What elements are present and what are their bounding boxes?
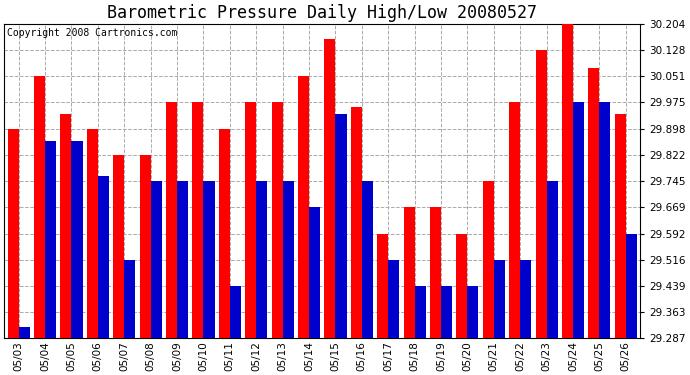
Bar xyxy=(483,181,494,338)
Bar xyxy=(166,102,177,338)
Bar xyxy=(600,102,611,338)
Bar xyxy=(388,260,400,338)
Bar xyxy=(8,129,19,338)
Bar xyxy=(72,141,83,338)
Bar xyxy=(34,76,45,338)
Bar xyxy=(377,234,388,338)
Bar xyxy=(45,141,56,338)
Bar xyxy=(351,107,362,338)
Bar xyxy=(272,102,283,338)
Bar xyxy=(298,76,309,338)
Bar xyxy=(245,102,256,338)
Text: Copyright 2008 Cartronics.com: Copyright 2008 Cartronics.com xyxy=(8,28,178,39)
Bar xyxy=(546,181,558,338)
Bar xyxy=(98,176,109,338)
Bar xyxy=(324,39,335,338)
Bar xyxy=(562,24,573,338)
Bar xyxy=(113,155,124,338)
Bar xyxy=(256,181,267,338)
Bar xyxy=(87,129,98,338)
Bar xyxy=(193,102,204,338)
Bar xyxy=(589,68,600,338)
Bar xyxy=(139,155,150,338)
Title: Barometric Pressure Daily High/Low 20080527: Barometric Pressure Daily High/Low 20080… xyxy=(107,4,538,22)
Bar xyxy=(430,207,441,338)
Bar xyxy=(494,260,505,338)
Bar xyxy=(124,260,135,338)
Bar xyxy=(309,207,320,338)
Bar xyxy=(456,234,467,338)
Bar xyxy=(615,114,626,338)
Bar xyxy=(404,207,415,338)
Bar xyxy=(19,327,30,338)
Bar xyxy=(509,102,520,338)
Bar xyxy=(177,181,188,338)
Bar xyxy=(362,181,373,338)
Bar xyxy=(626,234,637,338)
Bar xyxy=(150,181,161,338)
Bar xyxy=(573,102,584,338)
Bar xyxy=(467,286,478,338)
Bar xyxy=(230,286,241,338)
Bar xyxy=(441,286,452,338)
Bar xyxy=(520,260,531,338)
Bar xyxy=(204,181,215,338)
Bar xyxy=(283,181,294,338)
Bar xyxy=(535,50,546,338)
Bar xyxy=(335,114,346,338)
Bar xyxy=(219,129,230,338)
Bar xyxy=(415,286,426,338)
Bar xyxy=(61,114,72,338)
